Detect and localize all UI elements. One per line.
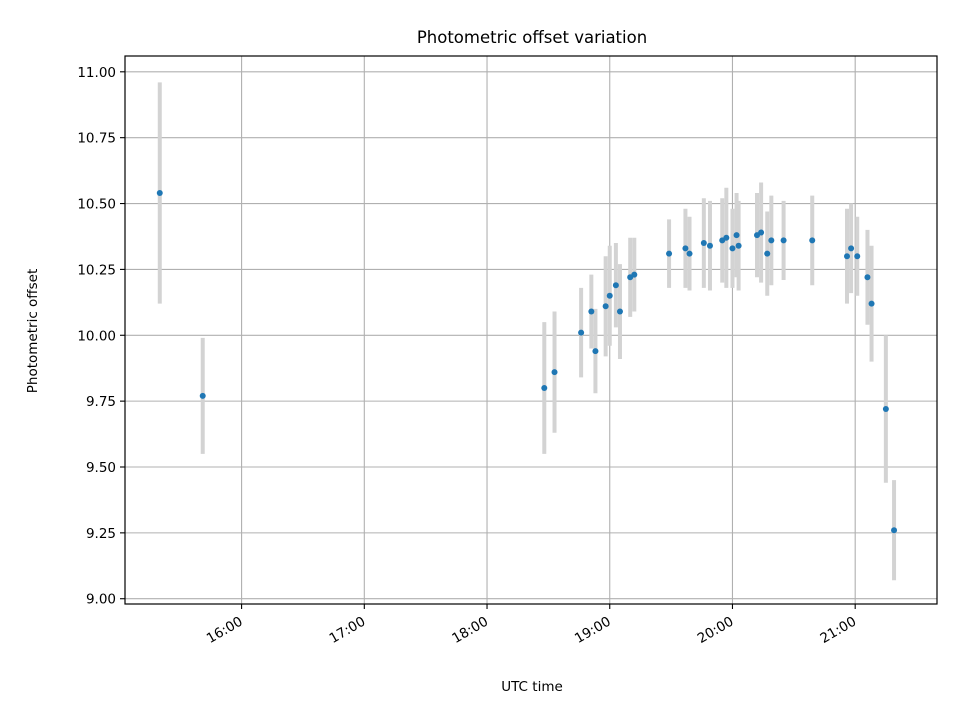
data-point xyxy=(612,282,619,289)
data-point xyxy=(551,369,558,376)
data-point xyxy=(602,303,609,310)
point-layer xyxy=(156,190,898,534)
data-point xyxy=(541,384,548,391)
data-point xyxy=(768,237,775,244)
data-point xyxy=(780,237,787,244)
x-tick-label: 21:00 xyxy=(817,614,859,647)
x-tick-label: 19:00 xyxy=(572,614,614,647)
data-point xyxy=(809,237,816,244)
y-tick-label: 10.25 xyxy=(77,262,116,278)
data-point xyxy=(891,527,898,534)
data-point xyxy=(592,348,599,355)
data-point xyxy=(868,300,875,307)
data-point xyxy=(631,271,638,278)
data-point xyxy=(588,308,595,315)
data-point xyxy=(723,234,730,241)
data-point xyxy=(666,250,673,257)
y-tick-label: 10.50 xyxy=(77,197,116,213)
data-point xyxy=(733,232,740,239)
data-point xyxy=(729,245,736,252)
data-point xyxy=(686,250,693,257)
data-point xyxy=(578,329,585,336)
data-point xyxy=(199,392,206,399)
data-point xyxy=(735,242,742,249)
y-tick-label: 9.25 xyxy=(86,526,116,542)
x-tick-label: 16:00 xyxy=(204,614,246,647)
chart-title: Photometric offset variation xyxy=(417,28,647,47)
errorbar-layer xyxy=(157,82,897,581)
x-tick-label: 20:00 xyxy=(695,614,737,647)
data-point xyxy=(854,253,861,260)
data-point xyxy=(764,250,771,257)
data-point xyxy=(682,245,689,252)
y-tick-label: 9.75 xyxy=(86,394,116,410)
x-tick-label: 17:00 xyxy=(327,614,369,647)
y-axis-label: Photometric offset xyxy=(25,269,41,393)
grid-layer xyxy=(125,56,937,604)
data-point xyxy=(156,190,163,196)
x-tick-layer: 16:00 17:00 18:00 19:00 20:00 21:00 xyxy=(204,604,859,647)
data-point xyxy=(844,253,851,260)
data-point xyxy=(882,406,889,413)
data-point xyxy=(758,229,765,236)
y-tick-label: 10.00 xyxy=(77,328,116,344)
y-tick-layer: 9.00 9.25 9.50 9.75 10.00 10.25 10.50 10.75 11.0… xyxy=(77,65,125,608)
x-tick-label: 18:00 xyxy=(449,614,491,647)
y-tick-label: 10.75 xyxy=(77,131,116,147)
data-point xyxy=(848,245,855,252)
data-point xyxy=(706,242,713,249)
data-point xyxy=(606,292,613,299)
y-tick-label: 9.50 xyxy=(86,460,116,476)
y-tick-label: 11.00 xyxy=(77,65,116,81)
plot-frame xyxy=(124,55,938,605)
data-point xyxy=(700,240,707,247)
y-tick-label: 9.00 xyxy=(86,592,116,608)
data-point xyxy=(616,308,623,315)
x-axis-label: UTC time xyxy=(501,679,563,695)
data-point xyxy=(864,274,871,281)
